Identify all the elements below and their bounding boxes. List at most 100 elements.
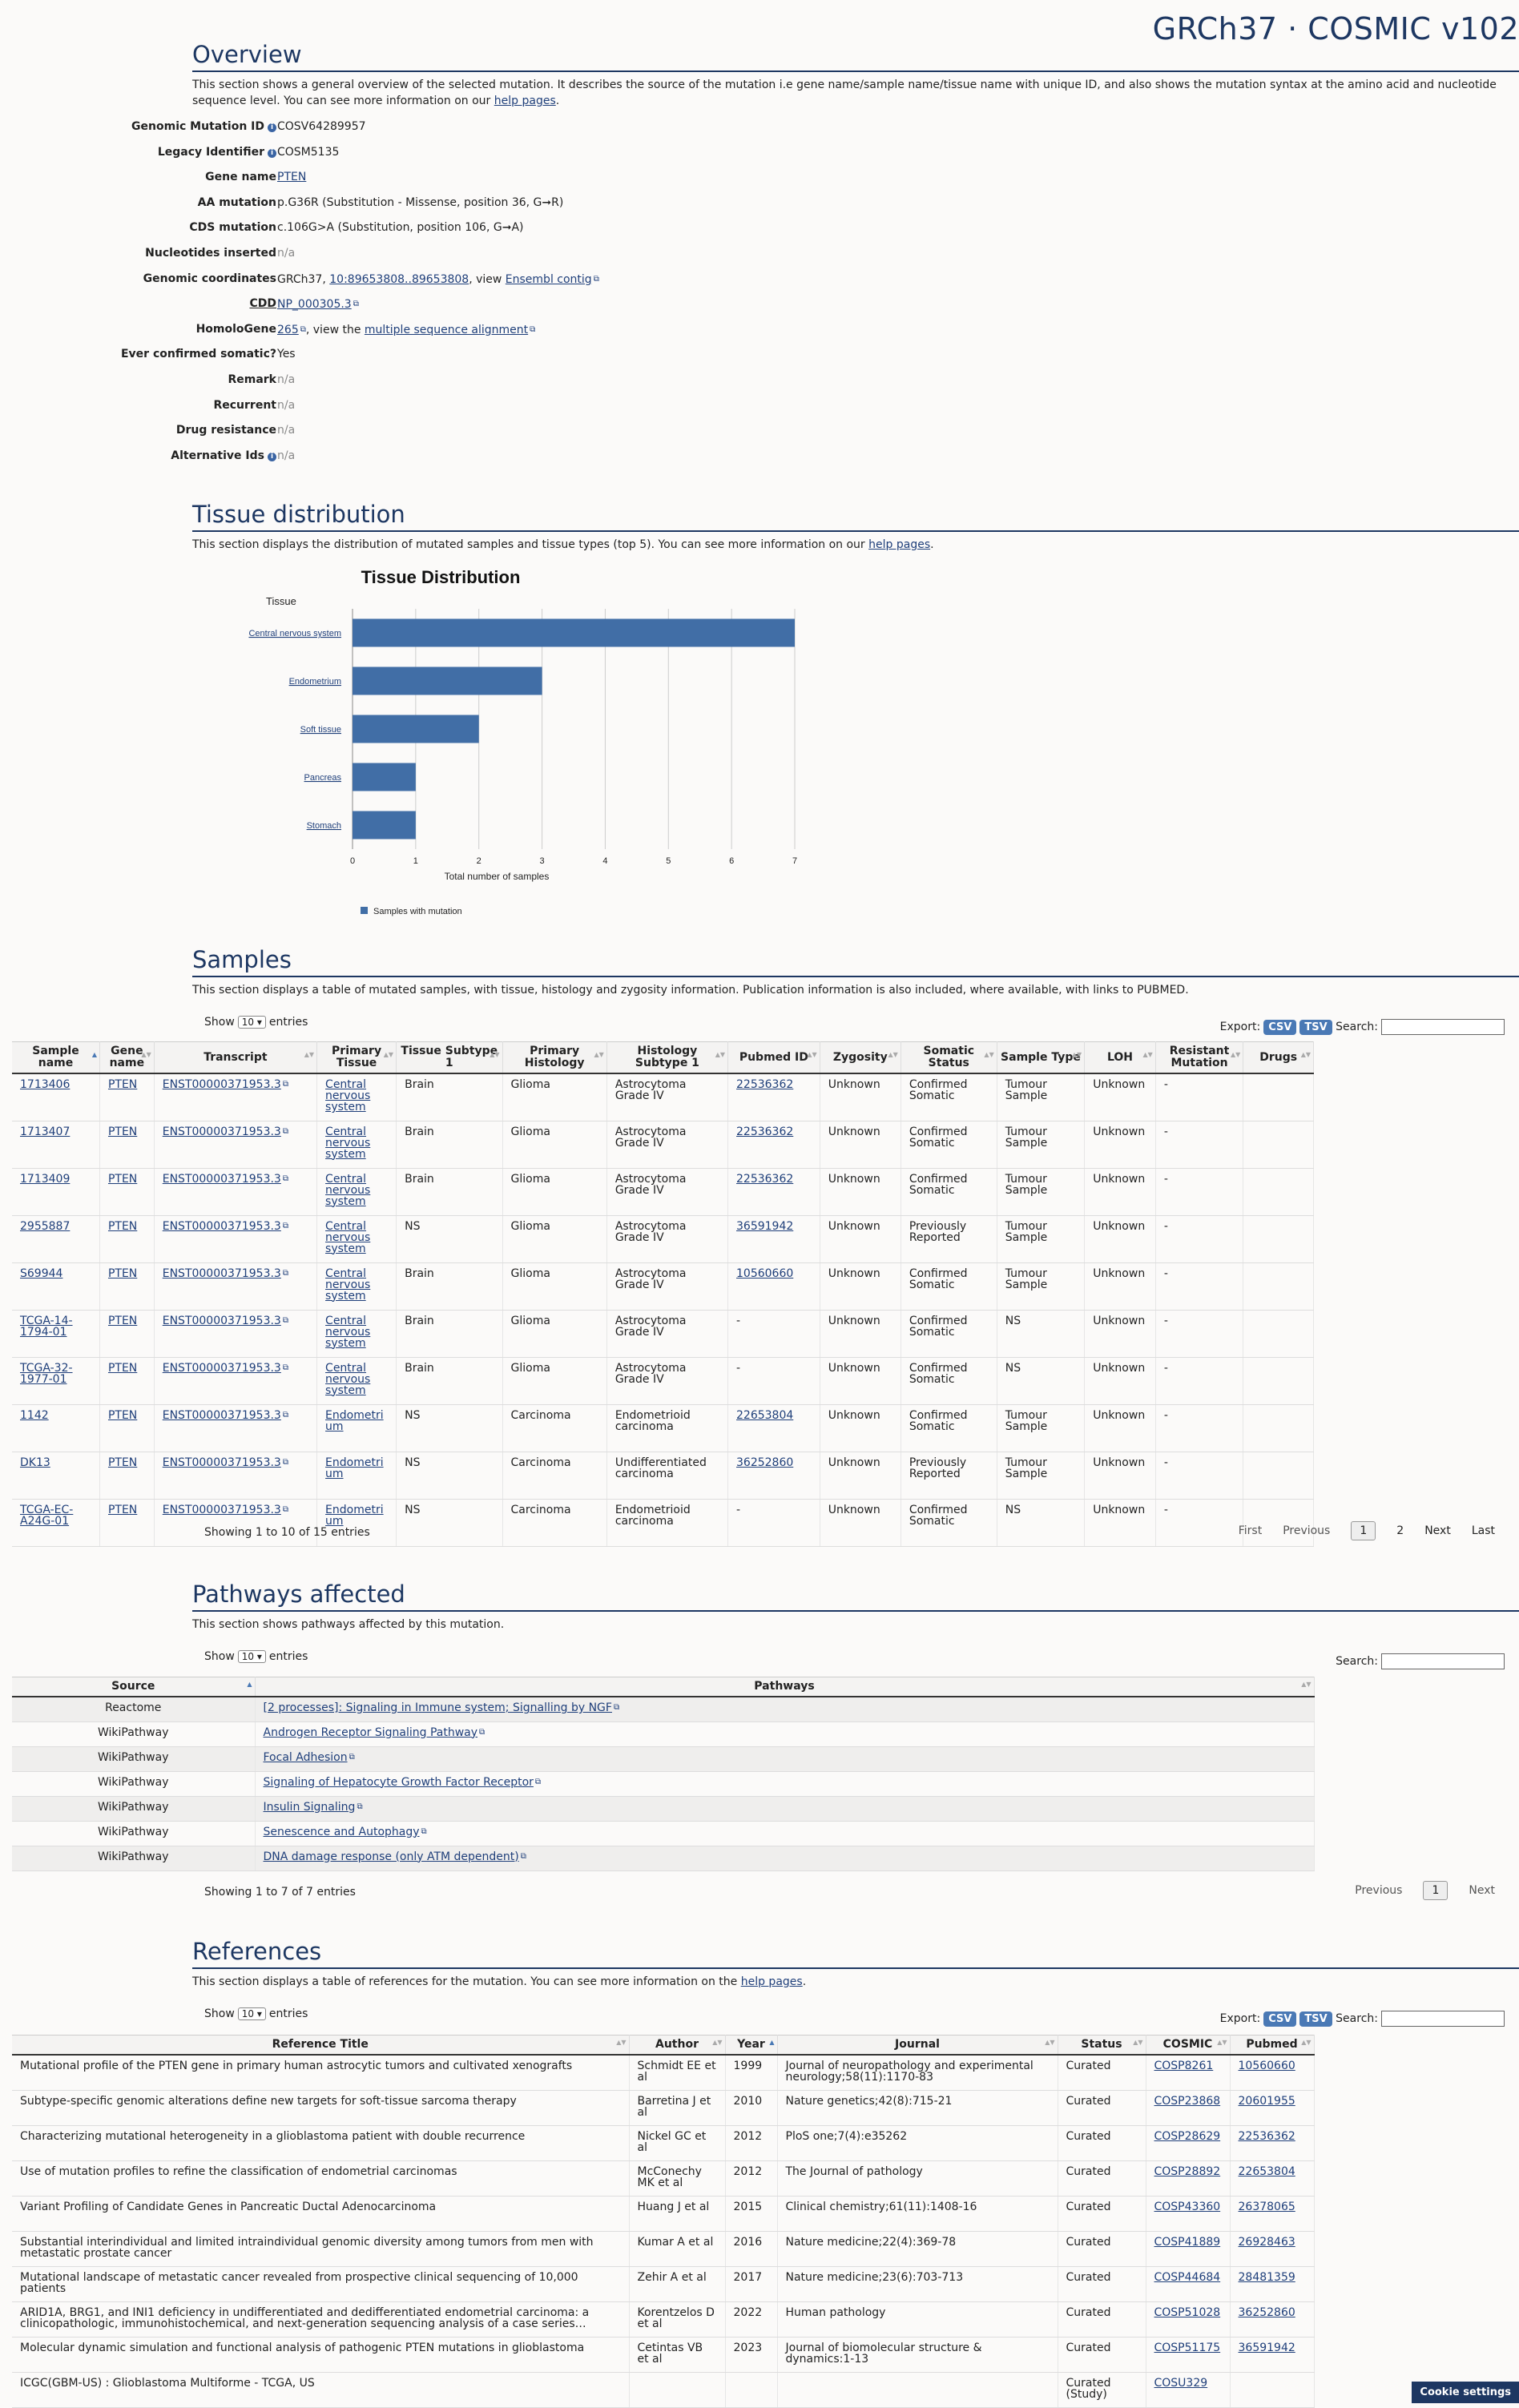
cell-link[interactable]: 20601955 <box>1238 2094 1295 2108</box>
cell-link[interactable]: COSU329 <box>1154 2376 1208 2390</box>
page-first-button[interactable]: First <box>1238 1524 1263 1537</box>
category-label-pancreas[interactable]: Pancreas <box>304 773 342 783</box>
pathway-link[interactable]: Senescence and Autophagy <box>263 1825 420 1838</box>
pathway-link[interactable]: Androgen Receptor Signaling Pathway <box>263 1725 478 1739</box>
pathways-search-input[interactable] <box>1381 1653 1505 1669</box>
cell-link[interactable]: Central nervous system <box>325 1125 371 1161</box>
cell-link[interactable]: COSP28629 <box>1154 2129 1221 2143</box>
column-header-drugs[interactable]: Drugs ▲▼ <box>1243 1041 1314 1074</box>
cell-link[interactable]: COSP41889 <box>1154 2235 1221 2249</box>
samples-export-csv-button[interactable]: CSV <box>1263 1020 1297 1035</box>
cell-link[interactable]: 22653804 <box>736 1408 794 1422</box>
cell-link[interactable]: 22536362 <box>1238 2129 1295 2143</box>
cell-link[interactable]: S69944 <box>20 1266 63 1280</box>
msa-link[interactable]: multiple sequence alignment <box>364 323 529 336</box>
info-icon[interactable]: i <box>268 148 276 158</box>
cell-link[interactable]: 2955887 <box>20 1219 71 1233</box>
column-header-gene-name[interactable]: Gene name ▲▼ <box>99 1041 155 1074</box>
column-header-reference-title[interactable]: Reference Title ▲▼ <box>12 2035 630 2056</box>
cell-link[interactable]: Endometrium <box>325 1408 384 1433</box>
cell-link[interactable]: 36591942 <box>736 1219 794 1233</box>
cell-link[interactable]: PTEN <box>107 1361 138 1375</box>
cell-link[interactable]: Central nervous system <box>325 1314 371 1350</box>
cell-link[interactable]: PTEN <box>107 1503 138 1516</box>
pathways-page-previous-button[interactable]: Previous <box>1355 1884 1403 1897</box>
column-header-pubmed-id[interactable]: Pubmed ID ▲▼ <box>727 1041 820 1074</box>
column-header-somatic-status[interactable]: Somatic Status ▲▼ <box>901 1041 997 1074</box>
cell-link[interactable]: Central nervous system <box>325 1172 371 1208</box>
cell-link[interactable]: ENST00000371953.3 <box>162 1219 281 1233</box>
cell-link[interactable]: ENST00000371953.3 <box>162 1078 281 1091</box>
homologene-link[interactable]: 265 <box>277 323 299 336</box>
cell-link[interactable]: ENST00000371953.3 <box>162 1408 281 1422</box>
references-search-input[interactable] <box>1381 2011 1505 2027</box>
cell-link[interactable]: PTEN <box>107 1408 138 1422</box>
cell-link[interactable]: COSP44684 <box>1154 2270 1221 2284</box>
cell-link[interactable]: DK13 <box>20 1456 50 1469</box>
cell-link[interactable]: COSP51175 <box>1154 2341 1221 2354</box>
pathways-page-1-button[interactable]: 1 <box>1423 1881 1448 1900</box>
column-header-journal[interactable]: Journal ▲▼ <box>777 2035 1058 2056</box>
category-label-soft-tissue[interactable]: Soft tissue <box>300 725 341 735</box>
cell-link[interactable]: 1713409 <box>20 1172 71 1186</box>
cell-link[interactable]: ENST00000371953.3 <box>162 1503 281 1516</box>
cell-link[interactable]: ENST00000371953.3 <box>162 1266 281 1280</box>
cell-link[interactable]: 26378065 <box>1238 2200 1295 2213</box>
column-header-loh[interactable]: LOH ▲▼ <box>1084 1041 1156 1074</box>
column-header-pubmed[interactable]: Pubmed ▲▼ <box>1230 2035 1315 2056</box>
info-icon[interactable]: i <box>268 123 276 132</box>
cell-link[interactable]: 22536362 <box>736 1078 794 1091</box>
cell-link[interactable]: 36252860 <box>1238 2305 1295 2319</box>
cell-link[interactable]: 28481359 <box>1238 2270 1295 2284</box>
genomic-coordinates-link[interactable]: 10:89653808..89653808 <box>329 272 469 286</box>
cell-link[interactable]: ENST00000371953.3 <box>162 1125 281 1138</box>
pathway-link[interactable]: [2 processes]: Signaling in Immune syste… <box>263 1701 612 1714</box>
cell-link[interactable]: 22536362 <box>736 1125 794 1138</box>
column-header-source[interactable]: Source ▲ <box>12 1677 256 1697</box>
column-header-primary-histology[interactable]: Primary Histology ▲▼ <box>502 1041 607 1074</box>
cell-link[interactable]: Central nervous system <box>325 1219 371 1255</box>
cell-link[interactable]: 36591942 <box>1238 2341 1295 2354</box>
cell-link[interactable]: Endometrium <box>325 1456 384 1480</box>
cell-link[interactable]: PTEN <box>107 1125 138 1138</box>
cell-link[interactable]: 1142 <box>20 1408 49 1422</box>
page-1-button[interactable]: 1 <box>1351 1521 1376 1540</box>
page-previous-button[interactable]: Previous <box>1283 1524 1331 1537</box>
samples-export-tsv-button[interactable]: TSV <box>1299 1020 1332 1035</box>
column-header-pathways[interactable]: Pathways ▲▼ <box>255 1677 1315 1697</box>
cell-link[interactable]: 22536362 <box>736 1172 794 1186</box>
cell-link[interactable]: COSP43360 <box>1154 2200 1221 2213</box>
column-header-status[interactable]: Status ▲▼ <box>1058 2035 1146 2056</box>
references-help-link[interactable]: help pages <box>740 1975 803 1988</box>
cell-link[interactable]: ENST00000371953.3 <box>162 1456 281 1469</box>
cell-link[interactable]: COSP51028 <box>1154 2305 1221 2319</box>
category-label-endometrium[interactable]: Endometrium <box>289 677 341 687</box>
cell-link[interactable]: 36252860 <box>736 1456 794 1469</box>
pathway-link[interactable]: Focal Adhesion <box>263 1750 348 1764</box>
pathway-link[interactable]: Signaling of Hepatocyte Growth Factor Re… <box>263 1775 534 1789</box>
cdd-label-link[interactable]: CDD <box>249 297 276 311</box>
cell-link[interactable]: ENST00000371953.3 <box>162 1172 281 1186</box>
cell-link[interactable]: Central nervous system <box>325 1266 371 1303</box>
cell-link[interactable]: 10560660 <box>1238 2060 1295 2072</box>
cell-link[interactable]: COSP8261 <box>1154 2060 1214 2072</box>
ensembl-contig-link[interactable]: Ensembl contig <box>505 272 592 286</box>
column-header-transcript[interactable]: Transcript ▲▼ <box>154 1041 318 1074</box>
column-header-primary-tissue[interactable]: Primary Tissue ▲▼ <box>316 1041 397 1074</box>
cell-link[interactable]: ENST00000371953.3 <box>162 1361 281 1375</box>
references-export-csv-button[interactable]: CSV <box>1263 2011 1297 2027</box>
column-header-zygosity[interactable]: Zygosity ▲▼ <box>820 1041 901 1074</box>
pathways-length-select[interactable]: 10 ▾ <box>237 1650 266 1663</box>
cell-link[interactable]: TCGA-14-1794-01 <box>20 1314 73 1339</box>
page-next-button[interactable]: Next <box>1424 1524 1451 1537</box>
column-header-sample-name[interactable]: Sample name ▲ <box>12 1041 100 1074</box>
page-last-button[interactable]: Last <box>1471 1524 1495 1537</box>
cell-link[interactable]: 22653804 <box>1238 2164 1295 2178</box>
cell-link[interactable]: 10560660 <box>736 1266 794 1280</box>
info-icon[interactable]: i <box>268 452 276 461</box>
cell-link[interactable]: Central nervous system <box>325 1361 371 1397</box>
cell-link[interactable]: PTEN <box>107 1219 138 1233</box>
cdd-link[interactable]: NP_000305.3 <box>277 298 352 312</box>
cookie-settings-button[interactable]: Cookie settings <box>1412 2382 1519 2403</box>
cell-link[interactable]: PTEN <box>107 1314 138 1327</box>
